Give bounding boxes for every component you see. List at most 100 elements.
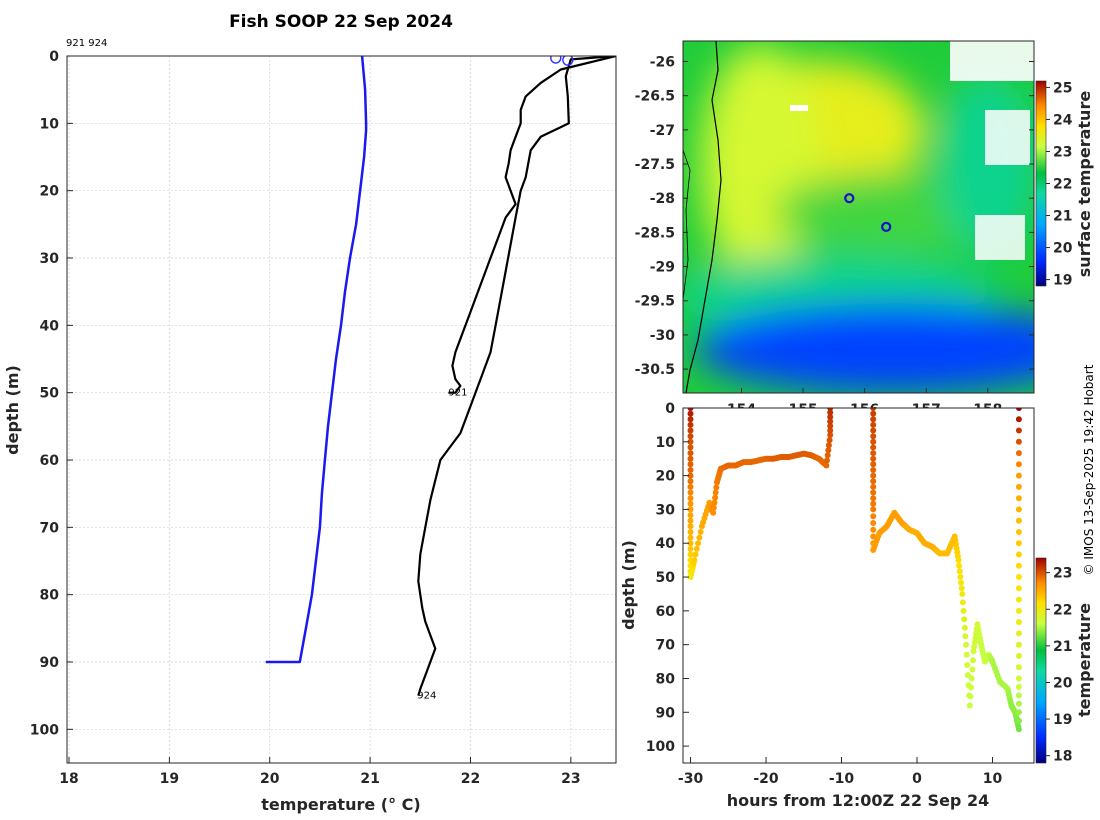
depth-time-point-tow-2: [1015, 630, 1022, 637]
depth-time-point-tow-2: [870, 427, 877, 434]
depth-time-point-tow-2: [870, 478, 877, 485]
profile-surface-marker: [562, 56, 574, 66]
dt-x-tick-label: -20: [753, 771, 779, 787]
temp-colorbar-tick-label: 19: [1053, 712, 1072, 728]
depth-time-point-tow-2: [1015, 641, 1022, 648]
depth-time-point-tow-1: [827, 427, 834, 434]
dt-y-tick-label: 60: [656, 604, 676, 620]
depth-time-point-tow-1: [827, 418, 834, 425]
depth-time-point-tow-2: [1015, 585, 1022, 592]
depth-time-point-tow-2: [870, 455, 877, 462]
depth-time-point-tow-2: [967, 693, 974, 700]
sst-map-tick-labels: 154155156157158-26-26.5-27-27.5-28-28.5-…: [635, 55, 1034, 418]
depth-time-point-tow-2: [870, 438, 877, 445]
depth-time-point-tow-2: [963, 641, 970, 648]
profile-line-921: [448, 56, 616, 394]
profile-surface-marker: [550, 56, 562, 64]
temp-colorbar-tick-label: 22: [1053, 602, 1072, 618]
depth-time-point-tow-1: [687, 489, 694, 496]
depth-time-point-tow-2: [870, 433, 877, 440]
sst-y-tick-label: -26: [650, 55, 675, 71]
profile-y-tick-label: 70: [40, 520, 60, 536]
depth-time-point-tow-1: [687, 551, 694, 558]
profile-y-label: depth (m): [3, 365, 22, 455]
depth-time-point-tow-1: [687, 545, 694, 552]
depth-time-point-tow-2: [1015, 529, 1022, 535]
depth-time-point-tow-2: [870, 489, 877, 496]
sst-y-tick-label: -27: [650, 123, 675, 139]
depth-time-point-tow-2: [971, 639, 978, 646]
profile-y-tick-label: 90: [40, 655, 60, 671]
sst-colorbar-tick-label: 24: [1053, 112, 1073, 128]
depth-time-point-tow-1: [712, 489, 719, 496]
dt-y-tick-label: 100: [646, 739, 675, 755]
dt-x-tick-label: 0: [912, 771, 922, 787]
depth-time-point-tow-1: [687, 450, 694, 457]
depth-time-point-tow-2: [1015, 506, 1022, 513]
cloud-patch-ne: [950, 41, 1034, 81]
depth-time-point-tow-1: [824, 452, 831, 459]
depth-time-point-tow-2: [1015, 683, 1022, 690]
depth-time-point-tow-1: [687, 506, 694, 513]
sst-region-southern-cool-water: [695, 303, 1034, 393]
profile-axes-frame: [66, 55, 617, 764]
dt-x-tick-label: -10: [829, 771, 855, 787]
depth-time-point-tow-2: [1015, 517, 1022, 524]
depth-time-point-tow-2: [1015, 483, 1022, 490]
sst-colorbar-tick-label: 25: [1053, 80, 1072, 96]
depth-time-point-tow-1: [687, 540, 694, 547]
depth-time-point-tow-1: [687, 433, 694, 440]
depth-time-point-tow-2: [964, 662, 971, 668]
depth-time-point-tow-2: [870, 495, 877, 502]
depth-time-point-tow-2: [1015, 574, 1022, 580]
sst-y-tick-label: -30.5: [635, 362, 675, 378]
depth-time-point-tow-2: [969, 666, 976, 673]
sst-colorbar-label: surface temperature: [1075, 91, 1094, 278]
profile-y-tick-label: 0: [49, 49, 59, 65]
depth-time-point-tow-2: [968, 684, 975, 691]
depth-time-point-tow-2: [1015, 675, 1022, 682]
depth-time-point-tow-2: [958, 579, 964, 586]
temp-colorbar-tick-label: 20: [1053, 675, 1073, 691]
dt-x-tick-label: 10: [983, 771, 1003, 787]
depth-time-point-tow-1: [687, 438, 694, 445]
depth-time-point-tow-1: [827, 414, 834, 420]
depth-time-point-tow-1: [687, 512, 694, 519]
sst-colorbar-tick-label: 22: [1053, 177, 1072, 193]
profile-x-tick-label: 21: [360, 771, 379, 787]
depth-time-point-tow-2: [971, 643, 978, 650]
cloud-patch-small: [790, 105, 808, 111]
depth-time-point-tow-1: [687, 455, 694, 462]
depth-time-point-tow-2: [870, 500, 877, 507]
dt-x-tick-label: -30: [678, 771, 704, 787]
sst-colorbar-tick-label: 19: [1053, 273, 1072, 289]
depth-time-point-tow-1: [695, 540, 702, 547]
depth-time-point-tow-1: [687, 534, 694, 541]
depth-time-point-tow-2: [1015, 450, 1022, 457]
dt-y-tick-label: 0: [665, 401, 675, 417]
depth-time-point-tow-1: [824, 457, 830, 464]
depth-time-point-tow-1: [712, 494, 719, 501]
depth-time-point-tow-1: [687, 500, 694, 507]
profile-line-climatology: [265, 56, 368, 664]
depth-time-point-tow-2: [1015, 495, 1022, 502]
depth-time-point-tow-1: [687, 421, 694, 428]
depth-time-point-tow-1: [687, 478, 694, 485]
depth-time-point-tow-1: [687, 529, 694, 535]
depth-time-point-tow-2: [960, 607, 967, 614]
depth-time-point-tow-2: [958, 585, 965, 592]
sst-colorbar-tick-label: 21: [1053, 209, 1072, 225]
sst-map-panel: 154155156157158-26-26.5-27-27.5-28-28.5-…: [635, 40, 1094, 418]
depth-time-point-tow-1: [687, 461, 694, 468]
cloud-patch-e: [985, 110, 1030, 165]
temp-colorbar-ticks: 18 19 20 21 22 23: [1046, 566, 1073, 765]
sst-y-tick-label: -27.5: [635, 157, 675, 173]
depth-time-point-tow-1: [687, 523, 694, 530]
depth-time-point-tow-2: [961, 616, 968, 623]
depth-time-point-tow-1: [823, 462, 830, 469]
depth-time-point-tow-2: [1015, 607, 1022, 614]
depth-time-point-tow-1: [687, 408, 694, 411]
temp-colorbar: [1035, 557, 1047, 764]
depth-time-point-tow-2: [1015, 726, 1022, 733]
